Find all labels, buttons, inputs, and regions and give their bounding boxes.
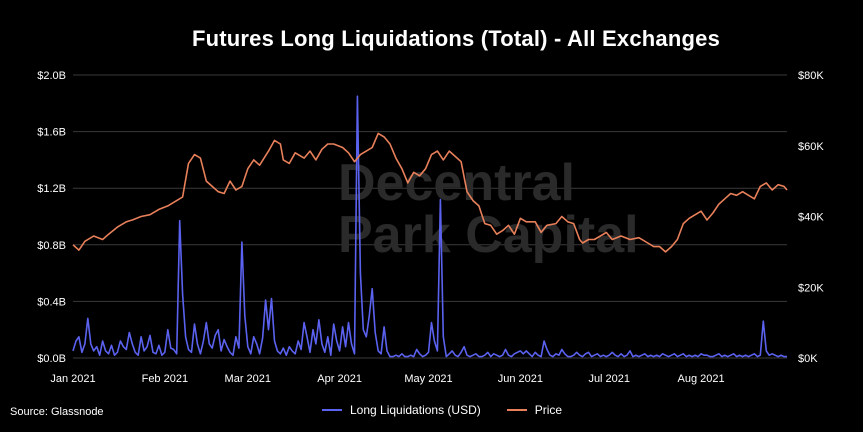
y-right-tick-label: $20K [798, 282, 824, 294]
x-tick-label: Jul 2021 [588, 373, 630, 385]
y-left-tick-label: $0.0B [37, 353, 66, 365]
x-tick-label: Feb 2021 [142, 373, 188, 385]
chart-title: Futures Long Liquidations (Total) - All … [191, 26, 721, 51]
legend-swatch-price [506, 409, 527, 411]
x-tick-label: Jan 2021 [50, 373, 95, 385]
y-left-tick-label: $2.0B [37, 70, 66, 82]
source-note: Source: Glassnode [10, 406, 104, 418]
watermark: Decentral Park Capital [338, 154, 639, 264]
legend-item-liquidations[interactable]: Long Liquidations (USD) [322, 403, 481, 417]
y-right-tick-label: $60K [798, 141, 824, 153]
watermark-line1: Decentral [338, 154, 575, 212]
y-right-tick-label: $0K [798, 353, 818, 365]
x-axis: Jan 2021 Feb 2021 Mar 2021 Apr 2021 May 2021… [50, 373, 724, 385]
y-axis-left: $0.0B $0.4B $0.8B $1.2B $1.6B $2.0B [37, 70, 66, 365]
legend-item-price[interactable]: Price [506, 403, 563, 417]
price-line [72, 132, 788, 253]
legend-swatch-liquidations [322, 409, 342, 411]
x-tick-label: Mar 2021 [225, 373, 271, 385]
y-right-tick-label: $80K [798, 70, 824, 82]
x-tick-label: Apr 2021 [317, 373, 362, 385]
x-tick-label: May 2021 [404, 373, 452, 385]
chart-legend: Long Liquidations (USD) Price [322, 403, 562, 417]
y-left-tick-label: $0.8B [37, 240, 66, 252]
y-left-tick-label: $1.6B [37, 127, 66, 139]
y-left-tick-label: $0.4B [37, 296, 66, 308]
y-right-tick-label: $40K [798, 212, 824, 224]
legend-label-price: Price [534, 403, 563, 417]
x-tick-label: Jun 2021 [498, 373, 543, 385]
legend-label-liquidations: Long Liquidations (USD) [350, 403, 481, 417]
x-tick-label: Aug 2021 [678, 373, 725, 385]
liquidations-line [72, 95, 787, 358]
y-left-tick-label: $1.2B [37, 183, 66, 195]
y-axis-right: $0K $20K $40K $60K $80K [798, 70, 824, 365]
watermark-line2: Park Capital [338, 206, 639, 264]
grid-lines [73, 74, 787, 359]
series-lines [72, 95, 788, 358]
